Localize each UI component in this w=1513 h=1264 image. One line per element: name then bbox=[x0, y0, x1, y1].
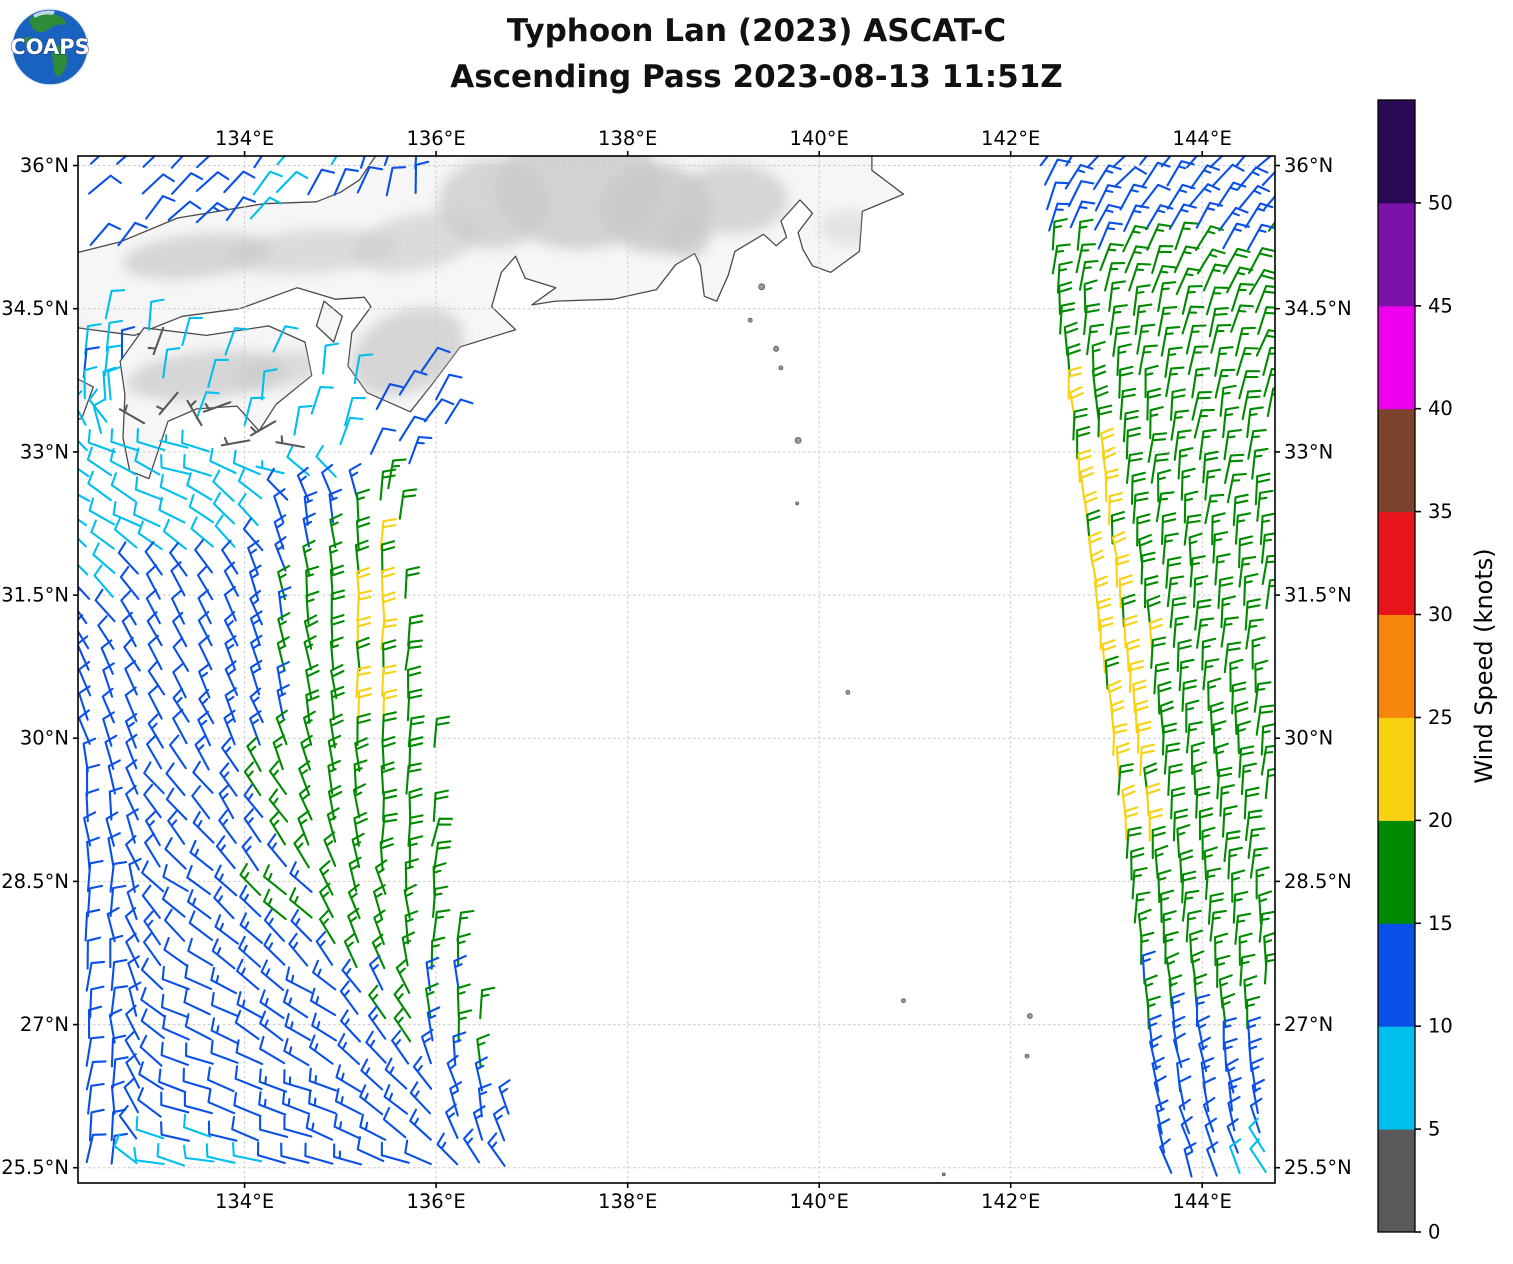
wind-barbs-right-swath bbox=[1039, 156, 1275, 1178]
wind-barbs-coastal-scatter bbox=[92, 289, 474, 520]
y-tick-label-left: 33°N bbox=[20, 440, 69, 463]
colorbar-tick-label: 5 bbox=[1428, 1118, 1440, 1141]
x-tick-label-top: 144°E bbox=[1173, 127, 1232, 150]
y-tick-label-right: 36°N bbox=[1284, 154, 1333, 177]
x-tick-label-bottom: 138°E bbox=[598, 1190, 657, 1213]
globe-icon bbox=[11, 8, 89, 86]
map-plot-area bbox=[78, 156, 1275, 1183]
y-tick-label-right: 33°N bbox=[1284, 440, 1333, 463]
grid-lines bbox=[78, 156, 1275, 1183]
colorbar-tick-label: 10 bbox=[1428, 1015, 1453, 1038]
coaps-logo: COAPS bbox=[10, 8, 90, 86]
title-line-2: Ascending Pass 2023-08-13 11:51Z bbox=[450, 59, 1063, 95]
x-tick-label-top: 136°E bbox=[406, 127, 465, 150]
x-tick-label-bottom: 142°E bbox=[981, 1190, 1040, 1213]
y-tick-label-left: 27°N bbox=[20, 1013, 69, 1036]
y-tick-label-right: 34.5°N bbox=[1284, 297, 1352, 320]
axes: 134°E 134°E 136°E 136°E 138°E 138°E 140°E 140°E… bbox=[1, 127, 1352, 1213]
y-tick-label-right: 25.5°N bbox=[1284, 1156, 1352, 1179]
x-tick-label-top: 138°E bbox=[598, 127, 657, 150]
x-tick-label-bottom: 144°E bbox=[1173, 1190, 1232, 1213]
x-tick-label-bottom: 136°E bbox=[406, 1190, 465, 1213]
logo-text: COAPS bbox=[10, 35, 89, 59]
small-islands bbox=[747, 283, 1033, 1177]
colorbar-tick-label: 40 bbox=[1428, 397, 1453, 420]
x-tick-label-top: 142°E bbox=[981, 127, 1040, 150]
x-tick-label-bottom: 134°E bbox=[215, 1190, 274, 1213]
y-tick-label-left: 36°N bbox=[20, 154, 69, 177]
colorbar-axis-label: Wind Speed (knots) bbox=[1470, 548, 1498, 783]
colorbar-tick-label: 15 bbox=[1428, 912, 1453, 935]
colorbar-tick-label: 35 bbox=[1428, 500, 1453, 523]
x-tick-label-top: 140°E bbox=[790, 127, 849, 150]
y-tick-label-left: 30°N bbox=[20, 727, 69, 750]
colorbar-tick-label: 20 bbox=[1428, 809, 1453, 832]
colorbar-tick-label: 45 bbox=[1428, 294, 1453, 317]
title-line-1: Typhoon Lan (2023) ASCAT-C bbox=[506, 13, 1007, 49]
colorbar-tick-label: 25 bbox=[1428, 706, 1453, 729]
y-tick-label-right: 27°N bbox=[1284, 1013, 1333, 1036]
colorbar-tick-label: 50 bbox=[1428, 191, 1453, 214]
colorbar-tick-label: 0 bbox=[1428, 1221, 1440, 1244]
colorbar: 0 5 10 15 20 25 30 35 40 45 50 Wind Speed (knots) bbox=[1377, 99, 1498, 1244]
wind-barbs-left-swath bbox=[78, 156, 511, 1167]
y-tick-label-right: 31.5°N bbox=[1284, 584, 1352, 607]
y-tick-label-right: 28.5°N bbox=[1284, 870, 1352, 893]
y-tick-label-right: 30°N bbox=[1284, 727, 1333, 750]
x-tick-label-bottom: 140°E bbox=[790, 1190, 849, 1213]
y-tick-label-left: 31.5°N bbox=[1, 584, 69, 607]
page-title: Typhoon Lan (2023) ASCAT-C Ascending Pas… bbox=[0, 8, 1303, 100]
colorbar-tick-label: 30 bbox=[1428, 603, 1453, 626]
y-tick-label-left: 34.5°N bbox=[1, 297, 69, 320]
y-tick-label-left: 25.5°N bbox=[1, 1156, 69, 1179]
y-tick-label-left: 28.5°N bbox=[1, 870, 69, 893]
x-tick-label-top: 134°E bbox=[215, 127, 274, 150]
